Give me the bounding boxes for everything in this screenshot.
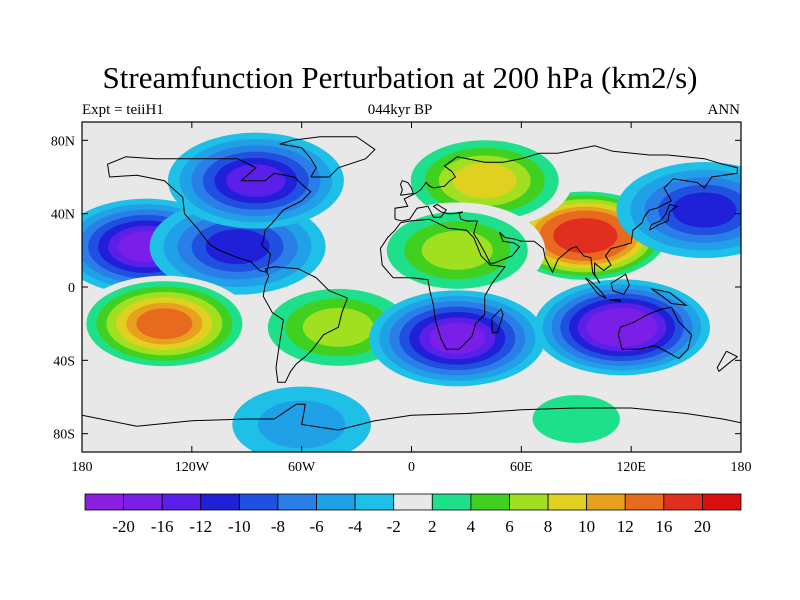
colorbar-label: 12 [617, 517, 634, 536]
x-tick-label: 0 [408, 460, 415, 475]
colorbar-swatch [586, 493, 626, 511]
colorbar-label: 10 [578, 517, 595, 536]
y-tick-label: 40S [53, 354, 75, 369]
colorbar-label: -16 [151, 517, 174, 536]
field-west-pacific-low [616, 162, 741, 258]
field-central-pacific-low-tongue [149, 198, 326, 295]
colorbar-swatch [624, 493, 665, 511]
axis-ticks: 180 120W 60W 0 60E 120E 180 80N 40N 0 40S 80S [51, 122, 752, 475]
coastline [610, 273, 630, 295]
colorbar-swatch [84, 493, 124, 511]
field-southern-ocean-high [506, 381, 646, 452]
x-tick-label: 180 [731, 460, 752, 475]
colorbar-label: -12 [189, 517, 212, 536]
coastline [617, 306, 693, 360]
contour-level [560, 221, 611, 250]
field-south-africa-low [369, 290, 546, 387]
colorbar-swatch [200, 493, 240, 511]
coastline [649, 203, 679, 231]
y-tick-label: 80S [53, 428, 75, 443]
colorbar-swatch [393, 493, 433, 511]
colorbar-label: 4 [467, 517, 476, 536]
contour-level [595, 312, 649, 343]
contour-level [421, 230, 493, 270]
colorbar-label: -8 [271, 517, 285, 536]
coastline [491, 308, 504, 334]
coastline [262, 266, 349, 383]
contour-level [205, 229, 270, 265]
x-tick-label: 120E [616, 460, 646, 475]
coastline [716, 350, 739, 373]
coastline [82, 403, 741, 431]
coastline [609, 299, 621, 303]
colorbar-label: -20 [112, 517, 135, 536]
colorbar-swatch [663, 493, 703, 511]
contour-level [672, 192, 737, 228]
colorbar-swatch [238, 493, 279, 511]
colorbar-swatch [123, 493, 163, 511]
chart-title: Streamfunction Perturbation at 200 hPa (… [102, 60, 698, 95]
colorbar-label: 8 [544, 517, 553, 536]
field-south-pacific-high [82, 275, 253, 372]
coastline [585, 277, 607, 300]
colorbar-label: 6 [505, 517, 514, 536]
x-tick-label: 180 [72, 460, 93, 475]
experiment-label: Expt = teiiH1 [82, 102, 164, 118]
coastline [399, 180, 414, 196]
coastlines [82, 136, 741, 431]
colorbar-swatch [547, 493, 588, 511]
season-label: ANN [707, 102, 741, 118]
contour-level [452, 163, 517, 199]
colorbar-swatch [161, 493, 202, 511]
colorbar-label: 2 [428, 517, 437, 536]
colorbar-swatch [431, 493, 472, 511]
colorbar-swatch [470, 493, 510, 511]
x-tick-label: 60W [288, 460, 316, 475]
field-arabia-high [369, 202, 546, 299]
contour-field [82, 132, 741, 452]
colorbar-label: -2 [387, 517, 401, 536]
coastline [279, 136, 376, 178]
colorbar-swatch [509, 493, 549, 511]
colorbar-swatch [316, 493, 356, 511]
x-tick-label: 60E [510, 460, 533, 475]
y-tick-label: 0 [68, 281, 75, 296]
coastline [107, 156, 312, 273]
colorbar-label: -6 [309, 517, 323, 536]
field-southern-ocean-low [232, 386, 371, 452]
y-tick-label: 80N [51, 134, 75, 149]
x-tick-label: 120W [175, 460, 210, 475]
colorbar: -20 -16 -12 -10 -8 -6 -4 -2 2 4 6 8 10 12 16 20 [84, 493, 742, 536]
coastline [651, 288, 688, 307]
time-label: 044kyr BP [367, 102, 433, 118]
colorbar-swatch [354, 493, 395, 511]
coastline [394, 145, 738, 284]
colorbar-label: 16 [655, 517, 672, 536]
y-tick-label: 40N [51, 208, 75, 223]
colorbar-swatch [277, 493, 317, 511]
colorbar-label: -10 [228, 517, 251, 536]
coastline [379, 218, 506, 350]
contour-level [136, 308, 193, 340]
colorbar-label: -4 [348, 517, 363, 536]
colorbar-swatch [702, 493, 742, 511]
colorbar-label: 20 [694, 517, 711, 536]
contour-level [532, 395, 620, 443]
contour-level [429, 322, 486, 354]
